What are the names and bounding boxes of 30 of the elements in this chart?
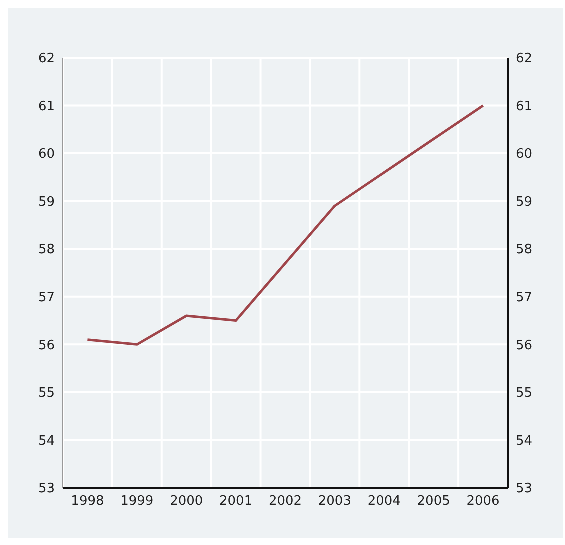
y-tick-label: 61: [38, 99, 55, 114]
x-tick-label: 2003: [318, 494, 352, 510]
x-tick-label: 1998: [71, 494, 104, 510]
y2-tick-label: 60: [516, 147, 533, 162]
y-tick-label: 53: [38, 482, 55, 497]
x-tick-label: 2004: [368, 494, 401, 510]
y2-tick-label: 57: [516, 290, 533, 306]
y-tick-label: 57: [38, 290, 55, 306]
y2-tick-label: 61: [516, 99, 533, 114]
y-tick-label: 60: [38, 147, 55, 162]
y2-tick-label: 62: [516, 52, 533, 67]
y-tick-label: 62: [38, 52, 55, 67]
x-tick-label: 2001: [220, 494, 253, 510]
y-tick-label: 58: [38, 242, 55, 258]
y2-tick-label: 56: [516, 338, 533, 354]
x-tick-label: 2000: [170, 494, 204, 510]
y2-tick-label: 53: [516, 482, 533, 497]
line-series: [86, 104, 485, 346]
y-tick-label: 56: [38, 338, 55, 354]
x-tick-label: 2002: [268, 494, 302, 510]
y2-tick-label: 59: [516, 194, 533, 210]
y-tick-label: 59: [38, 194, 55, 210]
y2-tick-label: 58: [516, 242, 533, 258]
y-tick-label: 55: [38, 386, 55, 402]
y2-tick-label: 55: [516, 386, 533, 402]
x-tick-label: 2005: [417, 494, 450, 510]
y2-tick-label: 54: [516, 434, 533, 449]
x-tick-label: 2006: [466, 494, 500, 510]
y-tick-label: 54: [38, 434, 55, 449]
x-tick-label: 1999: [120, 494, 154, 510]
